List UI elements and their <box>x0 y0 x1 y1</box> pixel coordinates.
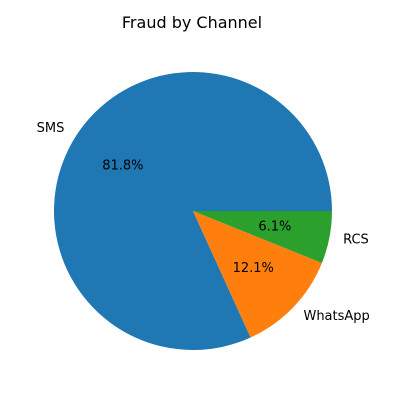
slice-label-sms: SMS <box>37 121 65 136</box>
pie-slices <box>54 71 333 350</box>
slice-label-whatsapp: WhatsApp <box>303 309 369 324</box>
pie-slice-sms <box>54 71 333 350</box>
pie-slice-whatsapp <box>193 211 322 338</box>
chart-title: Fraud by Channel <box>122 13 262 32</box>
slice-percent-sms: 81.8% <box>102 158 143 173</box>
slice-percent-rcs: 6.1% <box>258 219 291 234</box>
slice-label-rcs: RCS <box>343 233 369 248</box>
pie-labels: SMS 81.8% WhatsApp 12.1% RCS 6.1% <box>37 121 370 324</box>
pie-slice-rcs <box>193 211 332 263</box>
slice-percent-whatsapp: 12.1% <box>233 261 274 276</box>
